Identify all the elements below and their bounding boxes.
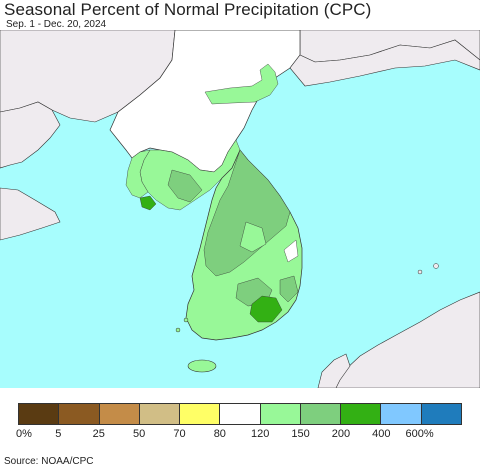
legend-swatch [180, 404, 221, 424]
legend-swatch [139, 404, 181, 424]
legend-ticks: 0% 5 25 50 70 80 120 150 200 400 600% [0, 428, 480, 442]
legend-tick-label: 600% [405, 428, 434, 440]
legend-swatch [260, 404, 301, 424]
legend-swatch [421, 404, 461, 424]
precipitation-map [0, 30, 480, 388]
legend-tick-label: 70 [173, 428, 186, 440]
nk-darkgreen-spot [139, 195, 157, 211]
sk-east-green [279, 275, 299, 303]
legend-swatch [381, 404, 422, 424]
nk-west-coast [125, 149, 151, 199]
source-credit: Source: NOAA/CPC [4, 456, 94, 467]
nk-mid-green [167, 169, 203, 203]
legend-tick-label: 400 [372, 428, 391, 440]
island [183, 317, 189, 323]
island [417, 269, 423, 275]
legend-tick-label: 0% [16, 428, 32, 440]
color-legend [18, 403, 462, 425]
map-subtitle: Sep. 1 - Dec. 20, 2024 [6, 19, 107, 30]
jeju-island [187, 359, 217, 373]
legend-tick-label: 200 [331, 428, 351, 440]
legend-tick-label: 80 [213, 428, 226, 440]
nk-green-north [204, 63, 279, 105]
island [175, 327, 181, 333]
sk-medium-green [203, 149, 291, 277]
island [433, 263, 439, 269]
sk-white-patch [283, 239, 299, 263]
land-liaodong [0, 101, 61, 169]
legend-swatch [19, 404, 60, 424]
land-japan-kyushu [317, 353, 351, 388]
legend-swatch [99, 404, 140, 424]
legend-swatch [59, 404, 100, 424]
legend-tick-label: 25 [92, 428, 105, 440]
legend-swatch [300, 404, 342, 424]
legend-tick-label: 150 [291, 428, 310, 440]
map-title: Seasonal Percent of Normal Precipitation… [4, 0, 372, 19]
legend-tick-label: 5 [55, 428, 62, 440]
sk-darkgreen-spot [249, 295, 283, 323]
land-shandong [0, 187, 61, 241]
sk-light-patch [239, 221, 267, 253]
land-russia-coast [289, 39, 480, 87]
legend-swatch [341, 404, 382, 424]
land-japan [329, 291, 480, 388]
legend-tick-label: 120 [250, 428, 270, 440]
legend-swatch [220, 404, 261, 424]
legend-tick-label: 50 [132, 428, 146, 440]
